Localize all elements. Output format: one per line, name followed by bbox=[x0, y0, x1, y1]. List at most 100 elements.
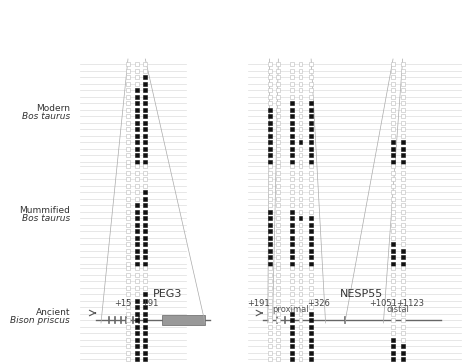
Bar bbox=[309, 216, 313, 220]
Bar bbox=[126, 68, 130, 72]
Bar bbox=[144, 190, 147, 194]
Bar bbox=[144, 184, 147, 188]
Bar bbox=[144, 75, 147, 79]
Bar bbox=[268, 305, 272, 309]
Bar bbox=[401, 94, 405, 98]
Bar bbox=[135, 266, 138, 270]
Bar bbox=[401, 101, 405, 105]
Bar bbox=[401, 81, 405, 85]
Bar bbox=[144, 223, 147, 227]
Bar bbox=[135, 203, 138, 207]
Bar bbox=[144, 68, 147, 72]
Bar bbox=[135, 305, 138, 309]
Bar bbox=[135, 229, 138, 233]
Bar bbox=[276, 357, 280, 361]
Bar bbox=[309, 331, 313, 335]
Bar bbox=[268, 223, 272, 227]
Bar bbox=[290, 153, 294, 157]
Bar bbox=[391, 261, 395, 265]
Bar bbox=[299, 318, 302, 322]
Bar bbox=[401, 299, 405, 303]
Bar bbox=[268, 279, 272, 283]
Bar bbox=[126, 279, 130, 283]
Bar bbox=[144, 350, 147, 354]
Bar bbox=[391, 62, 395, 66]
Text: proximal: proximal bbox=[272, 305, 309, 314]
Bar bbox=[401, 357, 405, 361]
Bar bbox=[391, 134, 395, 138]
Bar bbox=[135, 324, 138, 328]
Bar bbox=[268, 190, 272, 194]
Bar bbox=[391, 68, 395, 72]
Bar bbox=[401, 177, 405, 181]
Bar bbox=[126, 305, 130, 309]
Bar bbox=[126, 114, 130, 118]
Bar bbox=[126, 299, 130, 303]
Bar bbox=[276, 229, 280, 233]
Bar bbox=[401, 292, 405, 296]
Bar bbox=[401, 197, 405, 201]
Bar bbox=[144, 337, 147, 341]
Bar bbox=[276, 318, 280, 322]
Bar bbox=[299, 299, 302, 303]
Bar bbox=[290, 318, 294, 322]
Bar bbox=[268, 75, 272, 79]
Bar bbox=[309, 94, 313, 98]
Bar bbox=[401, 216, 405, 220]
Bar bbox=[299, 357, 302, 361]
Bar bbox=[268, 108, 272, 111]
Bar bbox=[299, 273, 302, 277]
Bar bbox=[276, 153, 280, 157]
Bar bbox=[299, 279, 302, 283]
Bar bbox=[401, 229, 405, 233]
Bar bbox=[290, 344, 294, 348]
Bar bbox=[299, 216, 302, 220]
Bar bbox=[401, 305, 405, 309]
Bar bbox=[401, 160, 405, 164]
Bar bbox=[276, 68, 280, 72]
Bar bbox=[135, 81, 138, 85]
Bar bbox=[299, 153, 302, 157]
Bar bbox=[290, 127, 294, 131]
Bar bbox=[299, 160, 302, 164]
Bar bbox=[299, 68, 302, 72]
Bar bbox=[299, 88, 302, 92]
Bar bbox=[126, 242, 130, 246]
Bar bbox=[299, 184, 302, 188]
Bar bbox=[309, 177, 313, 181]
Bar bbox=[144, 331, 147, 335]
Bar bbox=[126, 121, 130, 125]
Bar bbox=[268, 216, 272, 220]
Bar bbox=[126, 273, 130, 277]
Bar bbox=[401, 108, 405, 111]
Bar bbox=[126, 248, 130, 253]
Bar bbox=[126, 75, 130, 79]
Bar bbox=[391, 147, 395, 151]
Bar bbox=[401, 344, 405, 348]
Bar bbox=[135, 94, 138, 98]
Bar bbox=[276, 177, 280, 181]
Bar bbox=[309, 266, 313, 270]
Bar bbox=[268, 255, 272, 259]
Bar bbox=[391, 337, 395, 341]
Bar bbox=[309, 114, 313, 118]
Bar bbox=[401, 248, 405, 253]
Bar bbox=[299, 75, 302, 79]
Bar bbox=[276, 344, 280, 348]
Bar bbox=[290, 331, 294, 335]
Bar bbox=[391, 229, 395, 233]
Bar bbox=[144, 171, 147, 174]
Bar bbox=[268, 140, 272, 144]
Bar bbox=[401, 203, 405, 207]
Bar bbox=[276, 171, 280, 174]
Bar bbox=[401, 153, 405, 157]
Bar bbox=[299, 311, 302, 316]
Bar bbox=[276, 81, 280, 85]
Bar bbox=[290, 171, 294, 174]
Bar bbox=[276, 184, 280, 188]
Bar bbox=[391, 223, 395, 227]
Bar bbox=[126, 318, 130, 322]
Bar bbox=[299, 62, 302, 66]
Bar bbox=[268, 261, 272, 265]
Bar bbox=[391, 203, 395, 207]
